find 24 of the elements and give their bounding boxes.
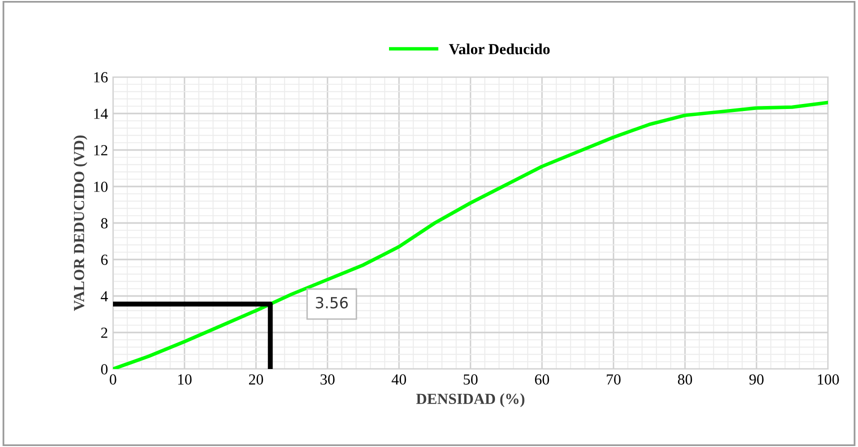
legend-label: Valor Deducido (448, 44, 550, 54)
y-tick-label: 10 (94, 182, 108, 192)
x-tick-label: 30 (320, 374, 335, 385)
y-tick-label: 12 (94, 145, 108, 156)
y-tick-label: 6 (101, 254, 108, 265)
x-tick-label: 70 (606, 374, 621, 385)
y-tick-label: 14 (94, 108, 108, 119)
x-tick-label: 40 (392, 374, 406, 385)
y-tick-label: 0 (101, 364, 108, 374)
y-tick-label: 16 (94, 72, 108, 82)
x-tick-label: 0 (110, 374, 116, 385)
x-tick-label: 100 (818, 374, 839, 385)
y-tick-label: 2 (101, 328, 108, 338)
annotation: 3.56 (316, 296, 348, 308)
x-tick-label: 20 (249, 374, 264, 385)
x-tick-label: 60 (535, 374, 550, 385)
x-tick-label: 90 (749, 374, 764, 385)
y-tick-label: 4 (100, 291, 108, 302)
x-tick-label: 50 (464, 374, 478, 385)
y-axis-title: VALOR DEDUCIDO (VD) (73, 136, 88, 311)
x-tick-label: 10 (178, 374, 192, 385)
y-tick-label: 8 (101, 218, 108, 228)
x-tick-label: 80 (678, 374, 692, 385)
x-axis-title: DENSIDAD (%) (416, 393, 524, 408)
